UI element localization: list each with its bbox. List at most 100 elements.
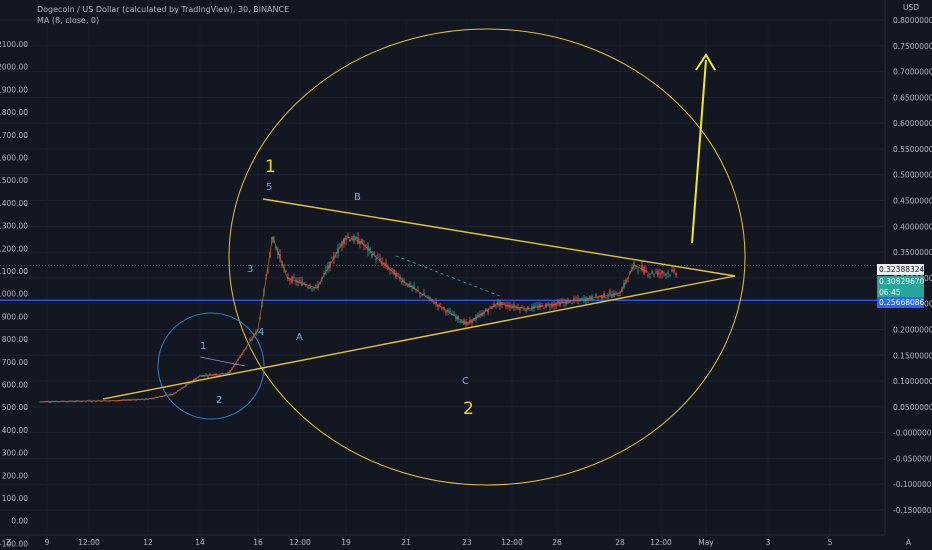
candle-body (417, 289, 419, 291)
candle-body (609, 292, 611, 294)
candle-body (617, 295, 619, 297)
dashed-projection-line (395, 255, 501, 297)
candle-body (421, 294, 423, 296)
candle-body (557, 301, 559, 303)
candle-body (589, 296, 591, 300)
resistance-trendline[interactable] (262, 198, 736, 277)
small-circle-drawing[interactable] (157, 312, 265, 420)
candle-body (501, 302, 503, 305)
time-axis-tick-label: 19 (341, 538, 351, 547)
candle-body (345, 238, 347, 240)
left-axis-tick-label: 400.00 (2, 426, 28, 435)
candle-body (419, 292, 421, 295)
candle-body (503, 302, 505, 304)
left-axis-tick-label: 2100.00 (0, 40, 28, 49)
candle-body (673, 269, 675, 272)
wave-3-label: 3 (247, 264, 253, 275)
candle-body (655, 271, 657, 273)
candle-body (355, 237, 357, 239)
candle-body (595, 294, 597, 298)
candle-body (289, 279, 291, 281)
candle-body (407, 283, 409, 287)
candle-body (433, 303, 435, 305)
left-axis-tick-label: 900.00 (2, 312, 28, 321)
candle-body (401, 280, 403, 283)
candle-body (535, 305, 537, 307)
candle-body (581, 297, 583, 299)
candle-body (431, 298, 433, 301)
candle-body (351, 239, 353, 241)
big-circle-drawing[interactable] (228, 28, 746, 486)
time-axis-tick-label: 3 (766, 538, 771, 547)
candle-body (541, 304, 543, 306)
candle-body (171, 394, 173, 396)
candle-body (301, 281, 303, 286)
candle-body (67, 401, 69, 403)
current-price-label: 0.32388324 (877, 264, 925, 275)
left-axis-tick-label: -100.00 (0, 539, 28, 548)
candle-body (39, 401, 41, 403)
candle-body (547, 303, 549, 305)
candle-body (559, 301, 561, 306)
left-axis-tick-label: 1600.00 (0, 154, 28, 163)
candle-body (607, 296, 609, 298)
horizontal-line-price-label[interactable]: 0.25668086 (877, 297, 925, 308)
time-axis-tick-label: 9 (45, 538, 50, 547)
wave-4-label: 4 (258, 327, 264, 338)
support-trendline[interactable] (102, 275, 736, 400)
wave-c-label: C (462, 376, 469, 387)
candle-body (661, 270, 663, 274)
candle-body (91, 401, 93, 403)
candle-body (615, 291, 617, 293)
candle-body (491, 306, 493, 309)
wave-1-major-label: 1 (265, 157, 276, 177)
left-axis-tick-label: 1000.00 (0, 290, 28, 299)
candle-body (665, 273, 667, 276)
candle-body (479, 313, 481, 315)
candle-body (447, 309, 449, 312)
wave-2-minor-label: 2 (216, 395, 222, 406)
countdown-label: 06:45 (877, 287, 924, 298)
time-axis-tick-label: 28 (615, 538, 625, 547)
candle-body (459, 320, 461, 322)
candle-body (315, 285, 317, 287)
candle-body (653, 273, 655, 275)
candle-body (657, 270, 659, 276)
candle-body (543, 307, 545, 309)
candle-body (601, 295, 603, 299)
candle-body (95, 401, 97, 403)
time-axis-tick-label: 12:00 (501, 538, 523, 547)
candle-body (411, 285, 413, 288)
candle-body (307, 287, 309, 288)
candle-body (429, 296, 431, 299)
left-axis-tick-label: 1300.00 (0, 222, 28, 231)
candle-body (449, 310, 451, 312)
left-axis-tick-label: 500.00 (2, 403, 28, 412)
candle-body (343, 238, 345, 244)
candle-body (423, 293, 425, 296)
candle-body (651, 271, 653, 274)
time-axis-tick-label: 21 (401, 538, 411, 547)
time-axis-tick-label: 12:00 (289, 538, 311, 547)
candle-body (299, 280, 301, 282)
right-axis-tick-label: 0.05000000 (893, 403, 932, 412)
time-axis-tick-label: 12 (143, 538, 153, 547)
candle-body (381, 261, 383, 265)
candle-body (663, 272, 665, 274)
candle-body (593, 299, 595, 301)
ma-indicator-label[interactable]: MA (8, close, 0) (37, 16, 100, 25)
candle-body (529, 309, 531, 311)
auto-scale-icon: A (906, 538, 912, 547)
candle-body (611, 294, 613, 298)
projection-arrow-shaft[interactable] (691, 59, 707, 244)
candle-body (115, 400, 117, 402)
wave-2-major-label: 2 (463, 399, 474, 419)
candle-body (641, 265, 643, 271)
right-price-axis[interactable] (885, 0, 932, 550)
time-axis-tick-label: 14 (195, 538, 205, 547)
